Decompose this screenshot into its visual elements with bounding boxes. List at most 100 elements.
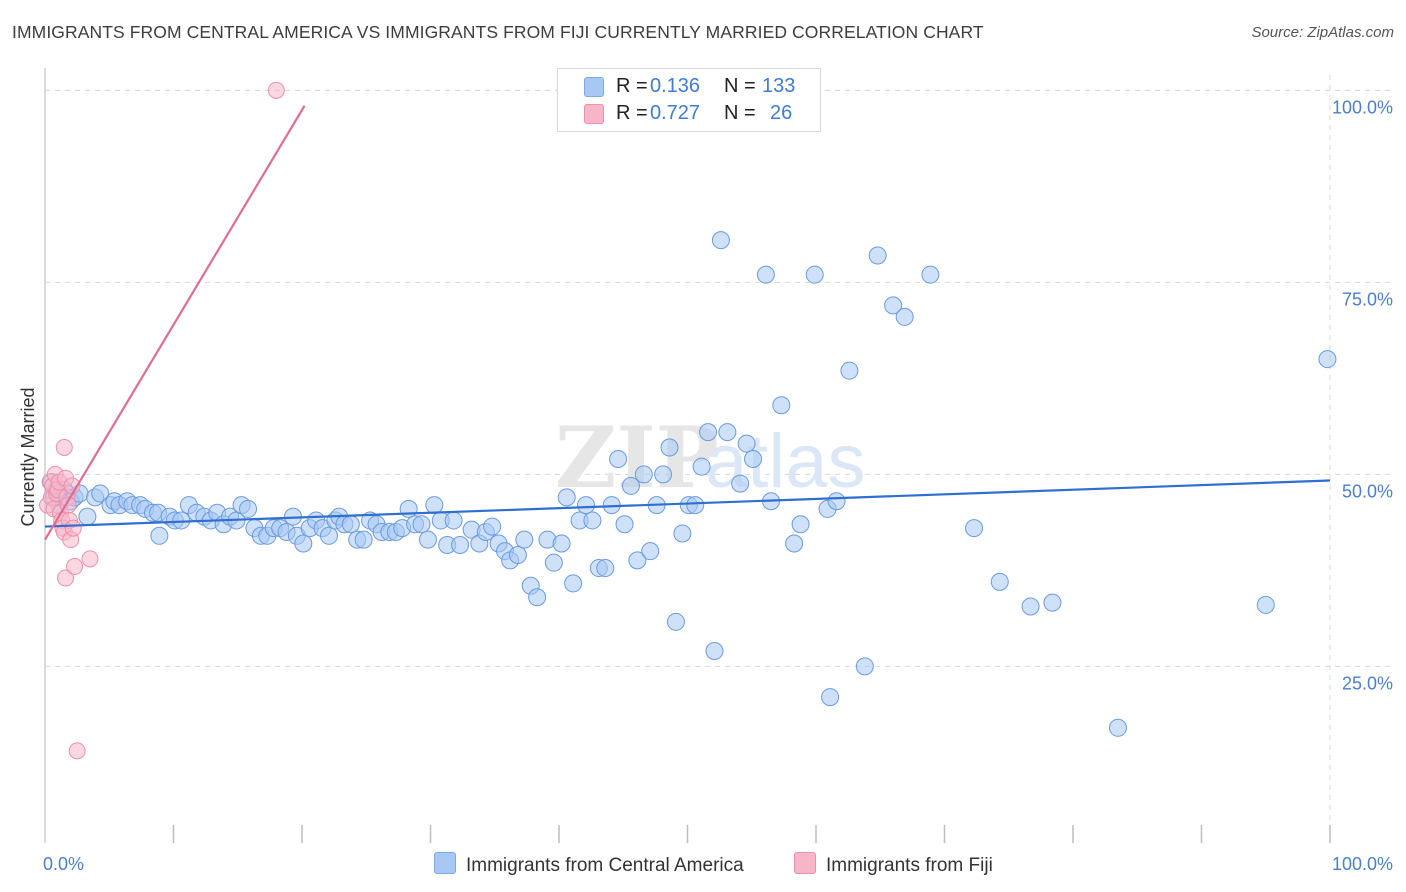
y-tick-label: 50.0% [1342, 481, 1393, 501]
y-tick-label: 25.0% [1342, 673, 1393, 693]
x-tick-marks [172, 825, 1331, 843]
data-point-central-america [805, 265, 824, 284]
data-point-central-america [895, 307, 914, 326]
legend-r-label: R = [616, 75, 648, 97]
data-point-central-america [621, 476, 640, 495]
trendline-central-america [44, 479, 1331, 528]
data-point-central-america [884, 296, 903, 315]
data-point-fiji [57, 569, 75, 587]
data-point-central-america [855, 657, 874, 676]
data-point-central-america [921, 265, 940, 284]
data-point-fiji [81, 550, 99, 568]
data-point-central-america [737, 434, 756, 453]
data-point-central-america [821, 688, 840, 707]
data-point-central-america [91, 484, 110, 503]
data-point-central-america [660, 438, 679, 457]
source-label: Source: ZipAtlas.com [1251, 24, 1394, 41]
data-point-central-america [341, 515, 360, 534]
data-point-central-america [451, 536, 470, 555]
data-point-central-america [239, 499, 258, 518]
chart-title: IMMIGRANTS FROM CENTRAL AMERICA VS IMMIG… [12, 22, 984, 42]
data-point-central-america [1021, 597, 1040, 616]
bottom-legend-central-america: Immigrants from Central America [434, 852, 744, 877]
data-point-central-america [634, 465, 653, 484]
legend-n-label: N = [724, 102, 756, 124]
data-point-central-america [673, 524, 692, 543]
data-point-central-america [444, 511, 463, 530]
data-point-central-america [744, 450, 763, 468]
bottom-legend-swatch-blue [434, 852, 456, 874]
data-point-central-america [412, 515, 431, 534]
data-point-central-america [827, 492, 846, 511]
data-point-central-america [692, 457, 711, 476]
data-point-central-america [990, 572, 1009, 591]
data-point-fiji [55, 438, 73, 456]
legend-r-value: 0.727 [650, 102, 701, 124]
data-point-central-america [150, 526, 169, 545]
series-fiji [39, 81, 285, 760]
legend-n-label: N = [724, 75, 756, 97]
data-point-central-america [609, 450, 628, 468]
data-point-central-america [686, 496, 705, 515]
y-axis-label: Currently Married [18, 387, 38, 526]
data-point-central-america [965, 519, 984, 538]
bottom-legend-fiji: Immigrants from Fiji [794, 852, 993, 877]
data-point-central-america [425, 496, 444, 515]
data-point-central-america [78, 507, 97, 526]
data-point-central-america [576, 496, 595, 515]
legend-swatch-blue [584, 77, 604, 97]
data-point-central-america [666, 612, 685, 631]
data-point-central-america [628, 551, 647, 570]
data-point-central-america [564, 574, 583, 593]
data-point-central-america [354, 530, 373, 549]
legend-r-value: 0.136 [650, 75, 701, 97]
legend-n-value: 133 [762, 75, 796, 97]
data-point-central-america [418, 530, 437, 549]
data-point-central-america [528, 588, 547, 607]
data-point-central-america [1043, 593, 1062, 612]
legend-row-central-america: R = 0.136 N = 133 [558, 74, 820, 100]
legend-n-value: 26 [770, 102, 793, 124]
data-point-fiji [68, 742, 86, 760]
legend-row-fiji: R = 0.727 N = 26 [558, 101, 820, 127]
data-point-central-america [596, 559, 615, 578]
data-point-central-america [294, 534, 313, 553]
data-point-central-america [791, 515, 810, 534]
x-tick-label: 0.0% [43, 854, 84, 874]
data-point-fiji [66, 558, 84, 576]
data-point-central-america [1318, 350, 1337, 369]
data-point-central-america [840, 361, 859, 380]
trend-lines [44, 105, 1331, 541]
correlation-legend: R = 0.136 N = 133 R = 0.727 N = 26 [557, 68, 821, 132]
data-point-central-america [583, 511, 602, 530]
data-point-central-america [711, 231, 730, 250]
trendline-fiji [44, 105, 306, 541]
data-point-central-america [615, 515, 634, 534]
data-point-fiji [64, 519, 82, 537]
tick-labels: 25.0% 50.0% 75.0% 100.0% 0.0% 100.0% [43, 97, 1393, 874]
data-point-central-america [641, 542, 660, 561]
bottom-legend-label-fiji: Immigrants from Fiji [826, 855, 993, 876]
data-point-central-america [718, 423, 737, 442]
data-point-central-america [756, 265, 775, 284]
data-point-central-america [705, 642, 724, 660]
data-point-central-america [785, 534, 804, 553]
y-tick-label: 100.0% [1332, 97, 1393, 117]
bottom-legend-swatch-pink [794, 852, 816, 874]
data-point-central-america [483, 517, 502, 536]
data-point-central-america [544, 553, 563, 572]
bottom-legend-label-central-america: Immigrants from Central America [466, 855, 744, 876]
data-point-central-america [1256, 595, 1275, 614]
zipatlas-watermark: ZIP atlas [555, 408, 866, 507]
data-point-central-america [508, 546, 527, 564]
data-point-central-america [731, 474, 750, 493]
data-point-central-america [1108, 718, 1127, 737]
data-point-central-america [654, 465, 673, 484]
data-point-central-america [699, 423, 718, 442]
data-point-central-america [399, 499, 418, 518]
legend-r-label: R = [616, 102, 648, 124]
data-point-central-america [772, 396, 791, 415]
data-point-central-america [868, 246, 887, 265]
data-point-central-america [319, 526, 338, 545]
